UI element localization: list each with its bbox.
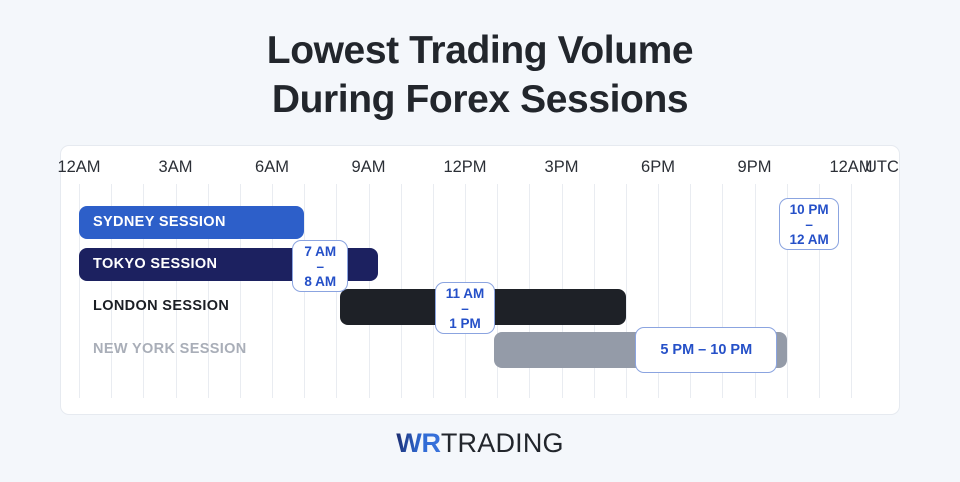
axis-tick-label: 12AM [57, 158, 101, 176]
gridline [754, 184, 756, 398]
forex-sessions-timeline-card: 12AM 3AM 6AM 9AM 12PM 3PM 6PM 9PM 12AM UTC SYDNEY… [57, 145, 900, 415]
gridline [690, 184, 692, 398]
gridline [111, 184, 113, 398]
brand-logo: WRTRADING [0, 428, 960, 459]
badge-text-line: 8 AM [304, 273, 337, 289]
low-volume-window-badge: 5 PM – 10 PM [635, 327, 778, 373]
gridline [143, 184, 145, 398]
badge-text-line: 7 AM [304, 243, 337, 259]
badge-text-line: – [461, 300, 469, 316]
gridline [658, 184, 659, 398]
gridline [786, 184, 788, 398]
page-title: Lowest Trading Volume During Forex Sessi… [0, 26, 960, 124]
session-bar-label: TOKYO SESSION [93, 255, 218, 272]
low-volume-window-badge: 7 AM –8 AM [292, 240, 349, 292]
badge-text-line: 12 AM [789, 231, 829, 247]
badge-text-line: – [805, 216, 813, 232]
gridline [79, 184, 80, 398]
axis-tick-label: 6AM [255, 158, 289, 176]
axis-tick-label: 12AM [829, 158, 873, 176]
page-title-line-2: During Forex Sessions [271, 78, 689, 121]
gridline [175, 184, 177, 398]
session-bar-label: LONDON SESSION [93, 298, 230, 314]
time-axis: 12AM 3AM 6AM 9AM 12PM 3PM 6PM 9PM 12AM UTC [57, 146, 899, 184]
low-volume-window-badge: 10 PM –12 AM [779, 198, 840, 250]
axis-tick-label: 12PM [443, 158, 487, 176]
gridline [625, 184, 627, 398]
axis-tick-label: 9PM [737, 158, 772, 176]
gridline [272, 184, 273, 398]
badge-text-line: 10 PM [789, 201, 829, 217]
gridline [239, 184, 241, 398]
axis-tick-label: 9AM [351, 158, 386, 176]
badge-text-line: 5 PM – 10 PM [660, 341, 753, 358]
badge-text-line: 11 AM [445, 285, 485, 301]
gridline [818, 184, 820, 398]
gridline [722, 184, 724, 398]
session-bar-label: SYDNEY SESSION [93, 213, 226, 230]
low-volume-window-badge: 11 AM –1 PM [435, 282, 495, 334]
gridline [207, 184, 209, 398]
session-bar-label: NEW YORK SESSION [93, 341, 247, 357]
brand-logo-mark: WR [396, 428, 441, 458]
axis-tick-label: 3PM [544, 158, 579, 176]
timezone-label: UTC [865, 158, 899, 176]
page-title-line-1: Lowest Trading Volume [266, 29, 694, 72]
badge-text-line: 1 PM [449, 315, 481, 331]
axis-tick-label: 3AM [158, 158, 193, 176]
gridline [851, 184, 852, 398]
axis-tick-label: 6PM [641, 158, 675, 176]
session-bar[interactable] [79, 206, 305, 239]
session-bars-plot: SYDNEY SESSION TOKYO SESSION LONDON SESSIO… [61, 184, 899, 398]
badge-text-line: – [316, 258, 324, 274]
brand-logo-wordmark: TRADING [440, 428, 564, 458]
